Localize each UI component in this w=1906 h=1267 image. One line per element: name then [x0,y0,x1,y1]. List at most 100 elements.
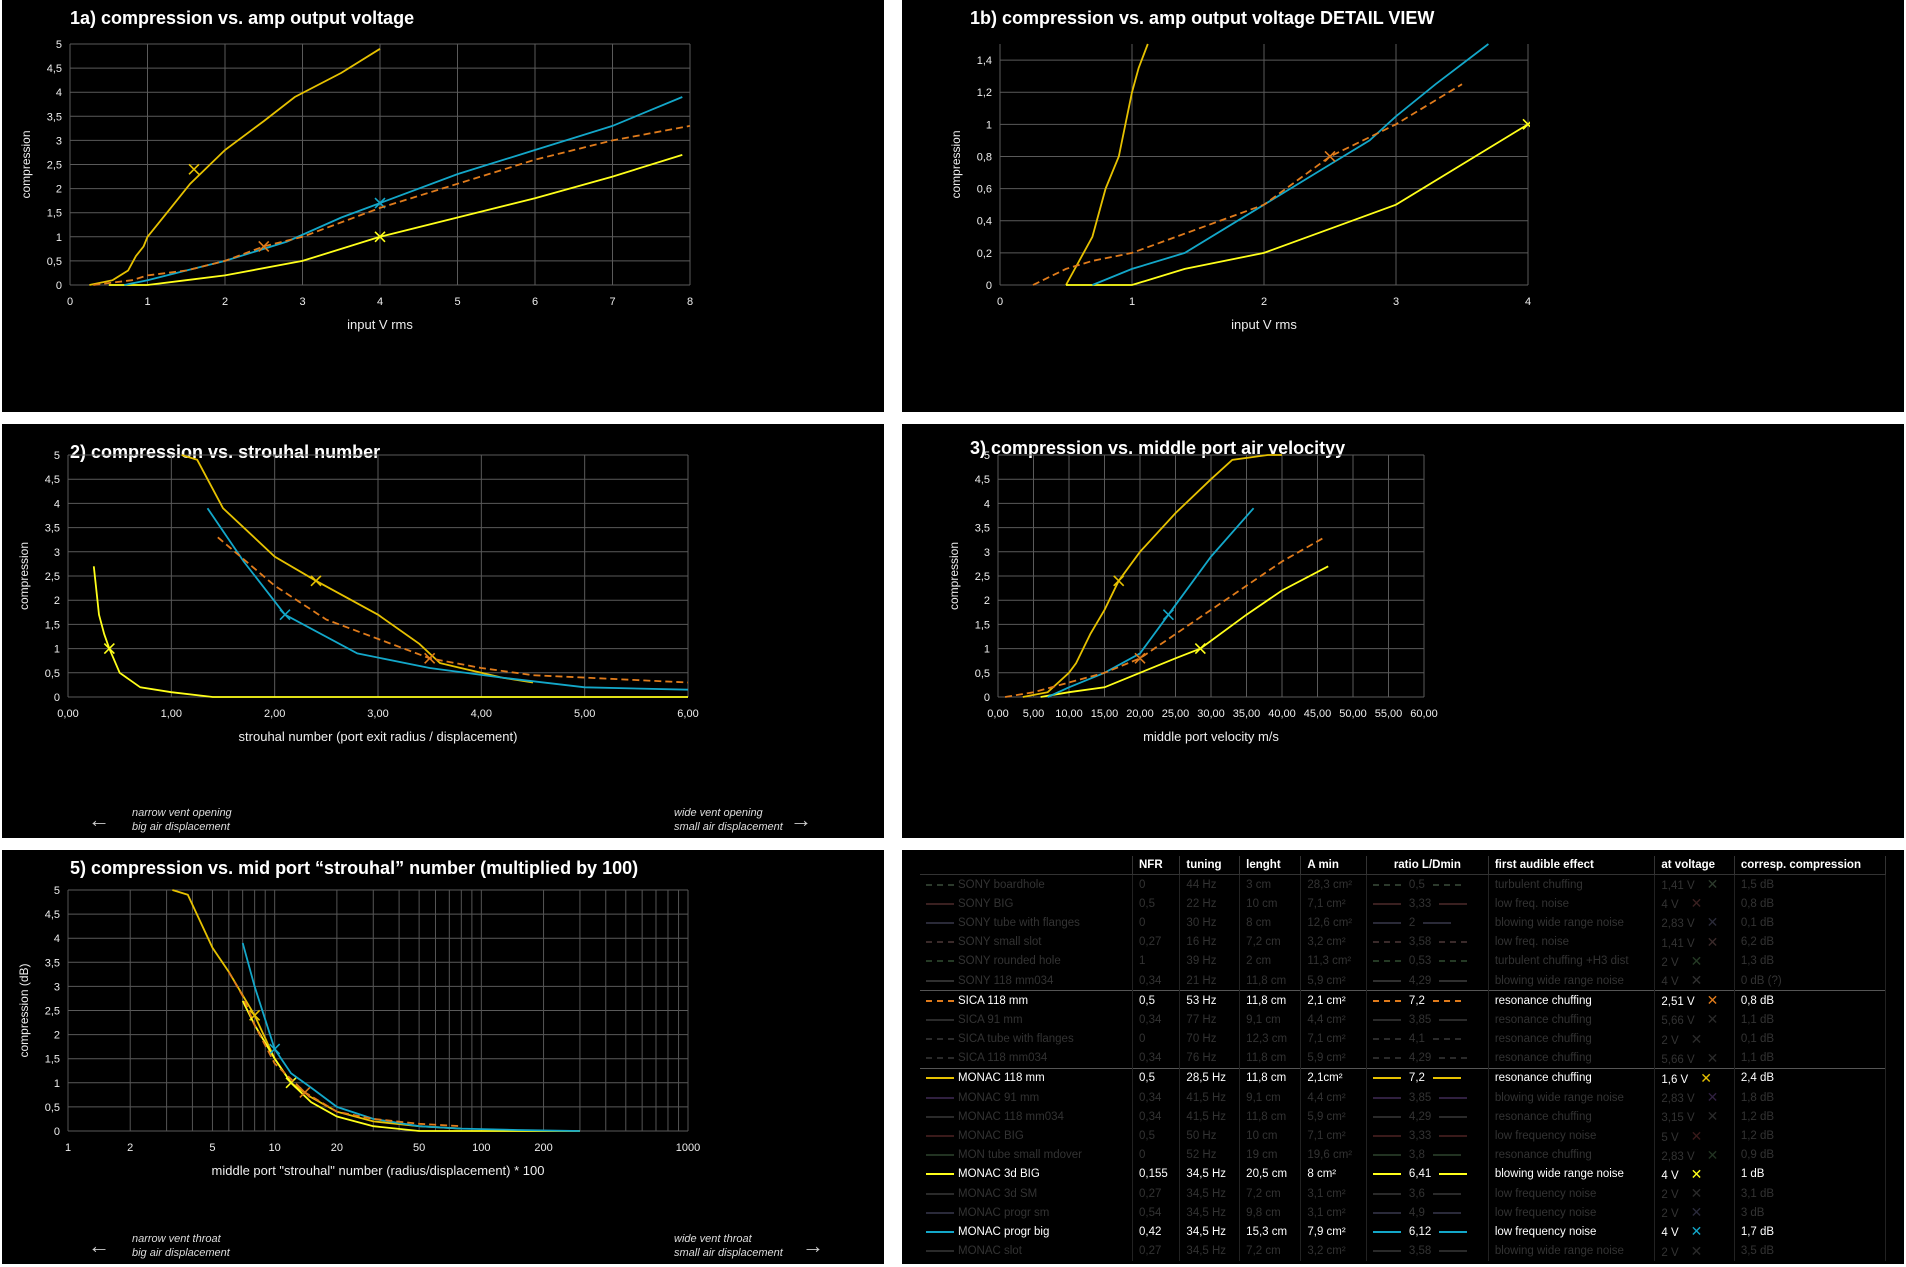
x-marker-icon: ✕ [1706,933,1719,950]
y-tick-label: 2 [56,184,62,196]
legend-length: 7,2 cm [1239,932,1302,952]
series-line [1092,43,1489,286]
legend-name: SONY tube with flanges [920,913,1133,933]
series-marker [1162,609,1174,621]
legend-voltage: 2,83 V ✕ [1654,1145,1735,1165]
legend-ratio: 0,53 [1366,951,1489,971]
legend-effect: resonance chuffing [1488,1067,1656,1089]
legend-nfr: 0,34 [1132,1107,1181,1127]
y-tick-label: 1,5 [47,208,62,220]
legend-row: SICA 91 mm 0,34 77 Hz 9,1 cm 4,4 cm² 3,85 reso… [920,1010,1887,1030]
legend-ratio: 7,2 [1366,1067,1489,1089]
y-tick-label: 1 [56,232,62,244]
legend-amin: 4,4 cm² [1300,1010,1367,1030]
x-tick-label: 1 [144,296,150,308]
legend-effect: low frequency noise [1488,1203,1656,1223]
legend-effect: resonance chuffing [1488,1010,1656,1030]
legend-tuning: 16 Hz [1179,932,1241,952]
legend-amin: 3,1 cm² [1300,1184,1367,1204]
x-tick-label: 1 [65,1142,71,1154]
legend-row: MONAC 118 mm 0,5 28,5 Hz 11,8 cm 2,1cm² 7,2 re… [920,1067,1887,1089]
legend-nfr: 0,5 [1132,894,1181,914]
legend-length: 8 cm [1239,913,1302,933]
legend-effect: blowing wide range noise [1488,1164,1656,1184]
x-marker-icon: ✕ [1690,1242,1703,1259]
y-tick-label: 0 [54,1126,60,1138]
x-tick-label: 5 [454,296,460,308]
y-tick-label: 2 [984,595,990,607]
legend-tuning: 22 Hz [1179,894,1241,914]
header-amin: A min [1300,856,1367,875]
legend-amin: 5,9 cm² [1300,970,1367,991]
series-line [92,566,688,698]
y-tick-label: 3 [56,135,62,147]
legend-effect: resonance chuffing [1488,990,1656,1011]
series-line [1047,507,1255,698]
legend-nfr: 0 [1132,1029,1181,1049]
legend-name: SONY 118 mm034 [920,970,1133,991]
legend-effect: resonance chuffing [1488,1145,1656,1165]
y-tick-label: 0,8 [977,151,992,163]
x-axis-label: input V rms [1231,317,1297,332]
legend-ratio: 3,33 [1366,1126,1489,1146]
chart-2-plot: 0 0,5 1 1,5 2 2,5 3 3,5 4 4,5 5 0,00 1,00 2,00 3,00 4,0… [17,450,699,744]
legend-compression: 1,7 dB [1734,1222,1887,1242]
note-left: narrow vent opening big air displacement [132,807,232,833]
legend-ratio: 3,8 [1366,1145,1489,1165]
legend-compression: 0,1 dB [1734,1029,1887,1049]
y-tick-label: 2,5 [45,571,60,583]
legend-amin: 5,9 cm² [1300,1107,1367,1127]
y-tick-label: 3 [984,547,990,559]
legend-ratio: 4,29 [1366,1048,1489,1069]
legend-name: SICA 91 mm [920,1010,1133,1030]
legend-row: MONAC progr big 0,42 34,5 Hz 15,3 cm 7,9 cm²… [920,1222,1887,1242]
x-tick-label: 4,00 [471,708,492,720]
series-group [172,889,580,1132]
legend-amin: 3,2 cm² [1300,1241,1367,1261]
legend-compression: 3,1 dB [1734,1184,1887,1204]
x-tick-label: 20 [331,1142,343,1154]
legend-tuning: 34,5 Hz [1179,1203,1241,1223]
x-marker-icon: ✕ [1706,992,1719,1009]
header-length: lenght [1239,856,1302,875]
legend-amin: 7,1 cm² [1300,1029,1367,1049]
x-tick-label: 0,00 [57,708,78,720]
x-tick-label: 100 [472,1142,490,1154]
legend-voltage: 2 V ✕ [1654,1184,1735,1204]
y-tick-label: 1 [986,119,992,131]
legend-length: 12,3 cm [1239,1029,1302,1049]
legend-effect: blowing wide range noise [1488,970,1656,991]
note-right: wide vent throat small air displacement [674,1233,783,1259]
legend-voltage: 2 V ✕ [1654,951,1735,971]
legend-ratio: 3,58 [1366,932,1489,952]
y-tick-label: 1,5 [45,619,60,631]
x-tick-label: 1,00 [161,708,182,720]
legend-compression: 0,9 dB [1734,1145,1887,1165]
y-tick-label: 0,2 [977,248,992,260]
legend-voltage: 2 V ✕ [1654,1241,1735,1261]
x-tick-label: 15,00 [1091,708,1119,720]
legend-name: MONAC 3d SM [920,1184,1133,1204]
legend-row: MONAC 118 mm034 0,34 41,5 Hz 11,8 cm 5,9 cm²… [920,1107,1887,1127]
y-tick-label: 4,5 [47,63,62,75]
chart-5-plot: 0 0,5 1 1,5 2 2,5 3 3,5 4 4,5 5 1 2 5 10 20 50 100 200 1000… [17,885,700,1178]
legend-voltage: 4 V ✕ [1654,1164,1735,1184]
legend-name: SONY small slot [920,932,1133,952]
x-marker-icon: ✕ [1690,1185,1703,1202]
y-tick-label: 4,5 [45,909,60,921]
x-marker-icon: ✕ [1706,1089,1719,1106]
x-tick-label: 10,00 [1055,708,1083,720]
legend-nfr: 0 [1132,874,1181,895]
legend-voltage: 2,83 V ✕ [1654,1088,1735,1108]
x-tick-label: 60,00 [1410,708,1438,720]
legend-nfr: 0,27 [1132,1241,1181,1261]
x-tick-label: 0 [997,296,1003,308]
legend-ratio: 3,85 [1366,1010,1489,1030]
legend-compression: 2,4 dB [1734,1067,1887,1089]
x-tick-label: 6,00 [677,708,698,720]
y-tick-label: 1,5 [975,619,990,631]
x-tick-label: 8 [687,296,693,308]
y-tick-label: 3,5 [45,957,60,969]
legend-effect: low frequency noise [1488,1126,1656,1146]
legend-voltage: 1,41 V ✕ [1654,874,1735,895]
